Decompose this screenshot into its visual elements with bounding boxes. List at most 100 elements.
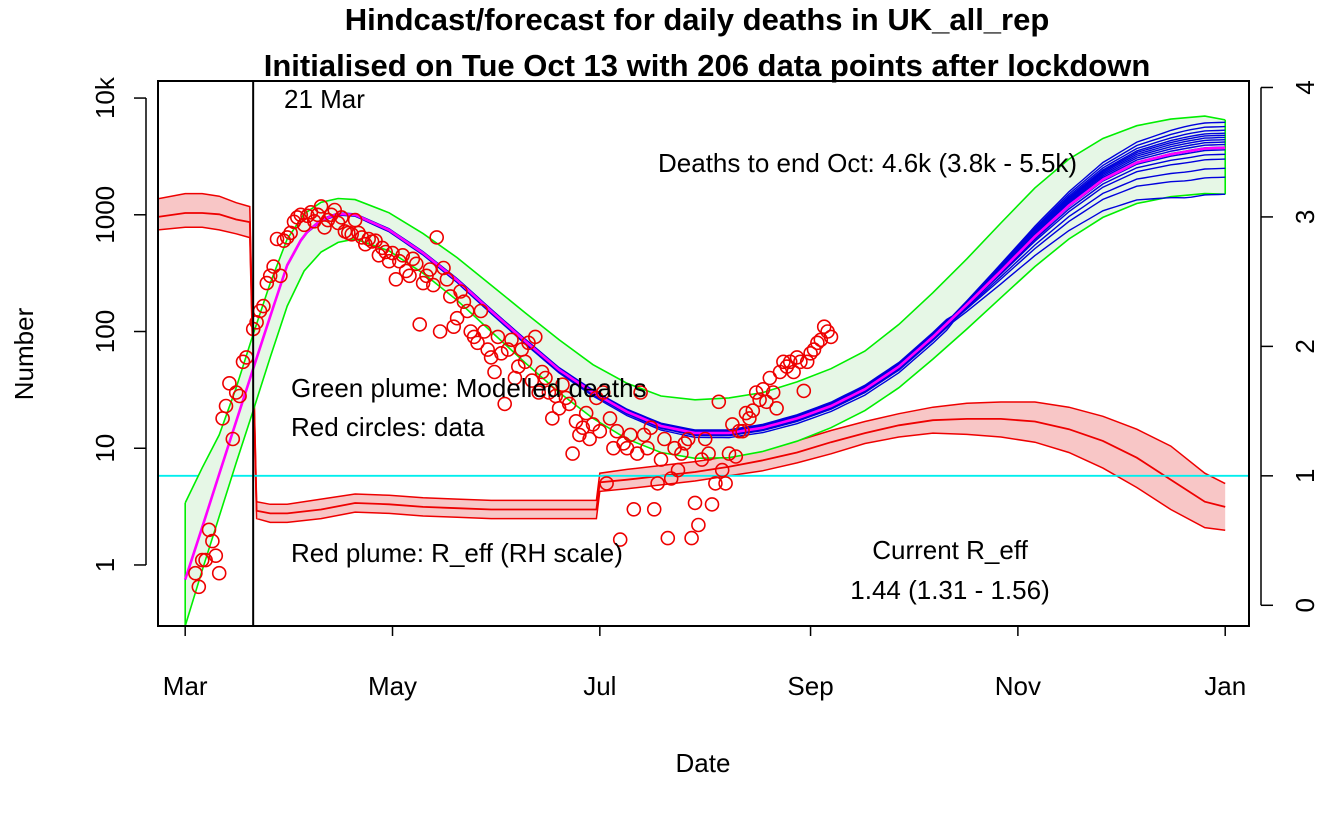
data-point	[606, 440, 621, 456]
data-point	[432, 324, 448, 339]
data-point	[735, 423, 750, 439]
y2-tick-label: 3	[1290, 210, 1320, 224]
x-tick-label: May	[368, 671, 417, 701]
data-point	[228, 385, 244, 400]
data-point	[643, 420, 659, 436]
data-point	[759, 394, 774, 410]
data-point	[609, 423, 625, 439]
data-point	[572, 427, 587, 443]
data-point	[701, 446, 716, 461]
data-point	[480, 342, 496, 357]
data-point	[575, 420, 591, 436]
red-plume-legend: Red plume: R_eff (RH scale)	[291, 538, 623, 568]
green-plume-legend: Green plume: Modelled deaths	[291, 373, 647, 403]
chart-subtitle: Initialised on Tue Oct 13 with 206 data …	[264, 48, 1151, 83]
data-point	[218, 398, 234, 414]
y-tick-label: 10	[90, 434, 120, 463]
data-point	[429, 230, 445, 245]
data-point	[823, 329, 839, 345]
data-point	[222, 375, 237, 391]
reff-lower-line	[158, 226, 1226, 531]
data-point	[657, 431, 672, 447]
data-point	[578, 405, 594, 421]
data-point	[296, 217, 312, 233]
data-point	[565, 446, 580, 461]
data-point	[279, 230, 295, 245]
data-point	[674, 446, 689, 461]
data-point	[728, 449, 744, 464]
y-tick-label: 1	[90, 558, 120, 572]
data-point	[378, 244, 394, 260]
data-point	[266, 259, 281, 274]
data-point	[232, 388, 247, 404]
data-point	[456, 294, 472, 310]
data-point	[504, 332, 519, 348]
data-point	[633, 385, 648, 400]
data-point	[354, 230, 370, 245]
y2-axis: 0 1 2 3 4	[1260, 80, 1320, 613]
data-point	[555, 377, 570, 393]
y-axis-label: Number	[9, 307, 39, 400]
data-point	[582, 431, 597, 447]
reff-upper-line	[158, 192, 1226, 506]
data-point	[524, 373, 540, 388]
data-point	[803, 345, 818, 361]
data-point	[544, 411, 560, 426]
data-point	[334, 210, 349, 225]
data-point	[551, 400, 567, 416]
y2-tick-label: 0	[1290, 598, 1320, 612]
data-point	[517, 354, 533, 370]
data-point	[205, 533, 220, 549]
data-point	[640, 440, 655, 456]
data-point	[748, 385, 764, 400]
deaths-to-end-annotation: Deaths to end Oct: 4.6k (3.8k - 5.5k)	[658, 148, 1077, 178]
data-point	[470, 335, 485, 351]
data-point	[259, 275, 275, 291]
data-point	[626, 501, 642, 517]
data-point	[786, 364, 801, 380]
data-point	[415, 275, 431, 291]
x-tick-label: Jan	[1204, 671, 1246, 701]
data-point	[670, 462, 686, 478]
data-point	[752, 392, 767, 408]
data-point	[680, 431, 696, 447]
data-point	[313, 199, 329, 214]
x-axis-label: Date	[676, 748, 731, 778]
lockdown-label: 21 Mar	[284, 84, 365, 114]
data-point	[612, 532, 628, 547]
x-axis: Mar May Jul Sep Nov Jan	[163, 625, 1246, 701]
data-point	[691, 517, 706, 533]
x-tick-label: Sep	[787, 671, 833, 701]
y-tick-label: 100	[90, 310, 120, 353]
data-point	[745, 403, 761, 418]
current-reff-value: 1.44 (1.31 - 1.56)	[850, 575, 1049, 605]
y-tick-label: 1000	[90, 186, 120, 244]
data-point	[473, 303, 489, 319]
data-point	[439, 271, 455, 287]
data-point	[381, 253, 397, 269]
data-point	[599, 476, 614, 491]
data-point	[646, 501, 662, 517]
data-point	[602, 411, 618, 426]
data-point	[317, 220, 332, 235]
data-point	[395, 248, 411, 263]
data-point	[704, 497, 720, 512]
y2-tick-label: 1	[1290, 469, 1320, 483]
data-point	[493, 345, 509, 361]
data-point	[718, 476, 733, 491]
data-point	[711, 394, 727, 410]
x-tick-label: Nov	[995, 671, 1041, 701]
data-point	[425, 277, 441, 293]
data-point	[721, 446, 737, 461]
data-point	[476, 324, 492, 339]
data-point	[796, 383, 812, 399]
data-point	[769, 400, 784, 416]
data-point	[191, 579, 207, 595]
data-point	[194, 552, 210, 568]
y-axis: 1 10 100 1000 10k	[90, 76, 147, 572]
y2-tick-label: 2	[1290, 339, 1320, 353]
data-point	[541, 385, 557, 400]
data-point	[344, 227, 360, 242]
data-point	[793, 354, 808, 370]
